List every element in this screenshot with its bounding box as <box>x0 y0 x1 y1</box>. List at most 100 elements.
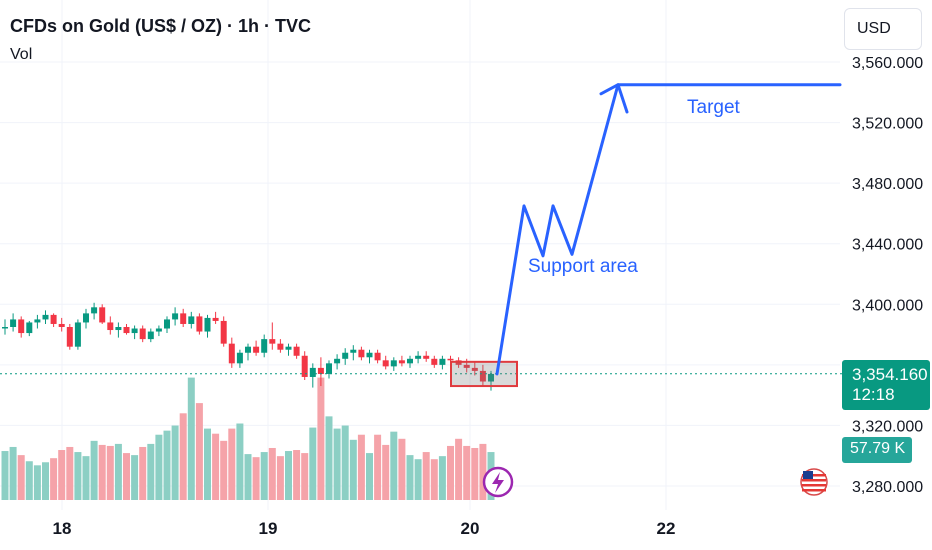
volume-bar <box>90 440 98 500</box>
candle-body <box>293 346 300 356</box>
candle-body <box>277 343 284 350</box>
y-tick-label: 3,320.000 <box>852 418 923 435</box>
candle-body <box>236 352 243 364</box>
y-tick-label: 3,440.000 <box>852 237 923 254</box>
volume-bar <box>390 431 398 500</box>
volume-bar <box>236 423 244 500</box>
volume-bar <box>82 456 90 500</box>
last-price-value: 3,354.160 <box>852 365 928 384</box>
support-area-label: Support area <box>528 256 638 277</box>
volume-bar <box>244 454 252 500</box>
us-flag-stripe <box>802 484 826 487</box>
us-flag-stripe <box>802 489 826 492</box>
us-flag-canton <box>803 471 813 479</box>
lightning-icon-bolt <box>492 472 504 493</box>
volume-bar <box>285 451 292 500</box>
candle-body <box>164 319 170 329</box>
candle-body <box>99 307 106 323</box>
candle-body <box>471 367 478 371</box>
volume-bar <box>204 428 211 500</box>
volume-bar <box>268 447 276 500</box>
x-tick-label: 19 <box>259 519 278 538</box>
candle-body <box>18 319 25 334</box>
volume-bar <box>74 452 82 500</box>
us-flag-stripe <box>802 474 826 477</box>
candle-body <box>407 358 413 364</box>
volume-bar <box>17 455 25 500</box>
y-tick-label: 3,520.000 <box>852 116 923 133</box>
candle-body <box>342 352 349 359</box>
candle-body <box>245 346 251 353</box>
us-flag-icon <box>800 468 828 496</box>
volume-bar <box>357 434 365 500</box>
volume-bar <box>398 438 406 500</box>
candle-body <box>285 346 292 350</box>
projection-arrowhead <box>599 83 629 114</box>
volume-bar <box>430 459 438 500</box>
y-tick-label: 3,480.000 <box>852 176 923 193</box>
candle-body <box>172 313 179 320</box>
currency-button[interactable]: USD <box>844 8 922 50</box>
volume-bar <box>463 445 471 500</box>
candle-body <box>301 355 308 377</box>
volume-bar <box>98 444 106 500</box>
volume-bar <box>414 459 422 500</box>
candle-body <box>374 352 381 361</box>
candle-body <box>423 355 430 359</box>
candle-body <box>155 328 162 332</box>
last-volume-badge: 57.79 K <box>842 437 912 463</box>
volume-bar <box>187 377 195 500</box>
target-label: Target <box>687 97 741 118</box>
volume-bar <box>252 457 260 500</box>
volume-bar <box>455 438 463 500</box>
volume-bar <box>301 453 309 500</box>
volume-bar <box>25 461 33 500</box>
candle-body <box>107 322 114 331</box>
volume-bar <box>33 465 41 500</box>
candle-body <box>366 352 373 358</box>
volume-bar <box>1 451 9 500</box>
volume-bar <box>309 427 317 500</box>
volume-bar <box>155 434 163 500</box>
candle-body <box>139 328 146 340</box>
candle-body <box>34 319 41 323</box>
volume-bar <box>260 452 268 500</box>
volume-bar <box>382 444 390 500</box>
candle-body <box>180 313 187 324</box>
volume-bar <box>349 439 357 500</box>
candle-body <box>398 360 405 364</box>
volume-bar <box>50 458 58 500</box>
candle-body <box>415 355 422 359</box>
volume-bar <box>66 446 74 500</box>
volume-bar <box>9 446 17 500</box>
volume-bar <box>374 434 382 500</box>
volume-bar <box>333 428 341 500</box>
candle-body <box>228 343 235 364</box>
volume-bar <box>366 453 373 500</box>
y-tick-label: 3,280.000 <box>852 479 923 496</box>
candle-body <box>188 316 195 324</box>
volume-bar <box>220 440 228 500</box>
candle-body <box>447 358 454 361</box>
volume-bar <box>114 443 122 500</box>
volume-bar <box>325 416 333 500</box>
volume-bar <box>131 455 139 500</box>
candle-body <box>463 364 470 368</box>
volume-bar <box>276 456 284 500</box>
candle-body <box>334 358 341 364</box>
candle-body <box>10 319 17 327</box>
candle-body <box>42 314 49 320</box>
candle-body <box>350 349 357 353</box>
volume-bar <box>212 433 220 500</box>
volume-bar <box>438 456 446 500</box>
us-flag-stripe <box>802 479 826 482</box>
x-tick-label: 22 <box>657 519 676 538</box>
volume-bar <box>293 450 301 500</box>
chart-title: CFDs on Gold (US$ / OZ) · 1h · TVC <box>10 16 311 36</box>
candle-body <box>220 320 227 344</box>
candle-body <box>26 322 33 334</box>
candle-body <box>326 363 332 374</box>
volume-bar <box>471 447 479 500</box>
